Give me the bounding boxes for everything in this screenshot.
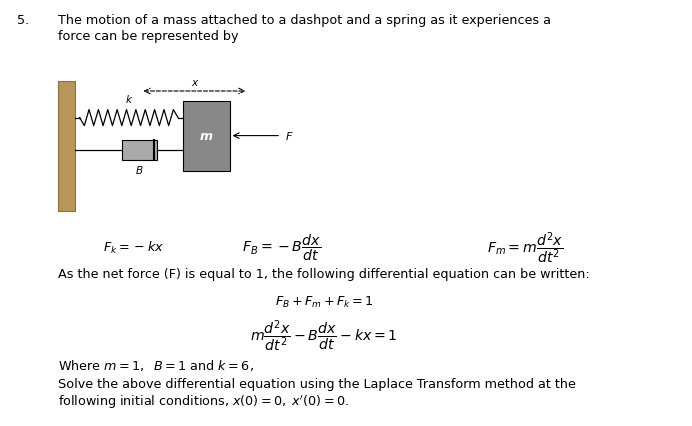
Text: F: F bbox=[286, 131, 292, 141]
Text: B: B bbox=[136, 165, 143, 175]
Bar bbox=[122, 140, 158, 160]
Text: The motion of a mass attached to a dashpot and a spring as it experiences a: The motion of a mass attached to a dashp… bbox=[58, 14, 551, 27]
Text: m: m bbox=[200, 130, 212, 143]
Text: Solve the above differential equation using the Laplace Transform method at the: Solve the above differential equation us… bbox=[58, 377, 576, 390]
Bar bbox=[58, 82, 75, 211]
Text: following initial conditions, $x(0) = 0,\; x'(0) = 0.$: following initial conditions, $x(0) = 0,… bbox=[58, 393, 349, 411]
Text: $F_B + F_m + F_k = 1$: $F_B + F_m + F_k = 1$ bbox=[275, 294, 374, 309]
Bar bbox=[183, 101, 230, 171]
Text: k: k bbox=[126, 95, 132, 104]
Text: Where $m = 1,\;\; B = 1$ and $k = 6,$: Where $m = 1,\;\; B = 1$ and $k = 6,$ bbox=[58, 357, 254, 372]
Text: $m\dfrac{d^2x}{dt^2} - B\dfrac{dx}{dt} - kx = 1$: $m\dfrac{d^2x}{dt^2} - B\dfrac{dx}{dt} -… bbox=[251, 317, 398, 353]
Text: force can be represented by: force can be represented by bbox=[58, 30, 239, 43]
Text: As the net force (F) is equal to 1, the following differential equation can be w: As the net force (F) is equal to 1, the … bbox=[58, 268, 590, 280]
Text: $F_k = -kx$: $F_k = -kx$ bbox=[103, 239, 164, 256]
Text: 5.: 5. bbox=[17, 14, 29, 27]
Text: x: x bbox=[192, 78, 197, 88]
Text: $F_B = -B\dfrac{dx}{dt}$: $F_B = -B\dfrac{dx}{dt}$ bbox=[242, 232, 320, 262]
Text: $F_m = m\dfrac{d^2x}{dt^2}$: $F_m = m\dfrac{d^2x}{dt^2}$ bbox=[486, 230, 563, 265]
